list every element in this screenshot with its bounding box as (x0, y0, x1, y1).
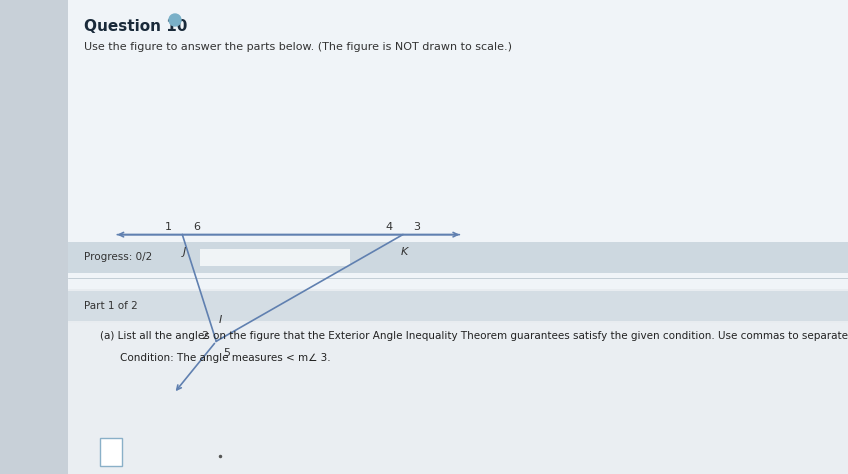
Bar (0, 0, 68, 474)
Text: Use the figure to answer the parts below. (The figure is NOT drawn to scale.): Use the figure to answer the parts below… (84, 42, 512, 52)
FancyBboxPatch shape (100, 438, 122, 466)
Text: 6: 6 (192, 222, 200, 232)
Text: 5: 5 (223, 348, 230, 358)
Text: 3: 3 (413, 222, 421, 232)
Bar (68, 242, 848, 273)
Text: (a) List all the angles on the figure that the Exterior Angle Inequality Theorem: (a) List all the angles on the figure th… (100, 330, 848, 340)
Text: J: J (182, 246, 186, 256)
Text: 2: 2 (201, 331, 208, 341)
Text: Part 1 of 2: Part 1 of 2 (84, 301, 137, 310)
Text: Progress: 0/2: Progress: 0/2 (84, 252, 153, 262)
Bar (200, 249, 350, 265)
Text: 1: 1 (165, 222, 172, 232)
Bar (68, 322, 848, 474)
Circle shape (169, 14, 181, 26)
Bar (68, 0, 848, 289)
Bar (68, 291, 848, 320)
Text: K: K (401, 246, 409, 256)
Text: 4: 4 (385, 222, 393, 232)
Text: Question 10: Question 10 (84, 19, 187, 34)
Text: Condition: The angle measures < m∠ 3.: Condition: The angle measures < m∠ 3. (120, 353, 331, 363)
Text: I: I (219, 315, 222, 325)
